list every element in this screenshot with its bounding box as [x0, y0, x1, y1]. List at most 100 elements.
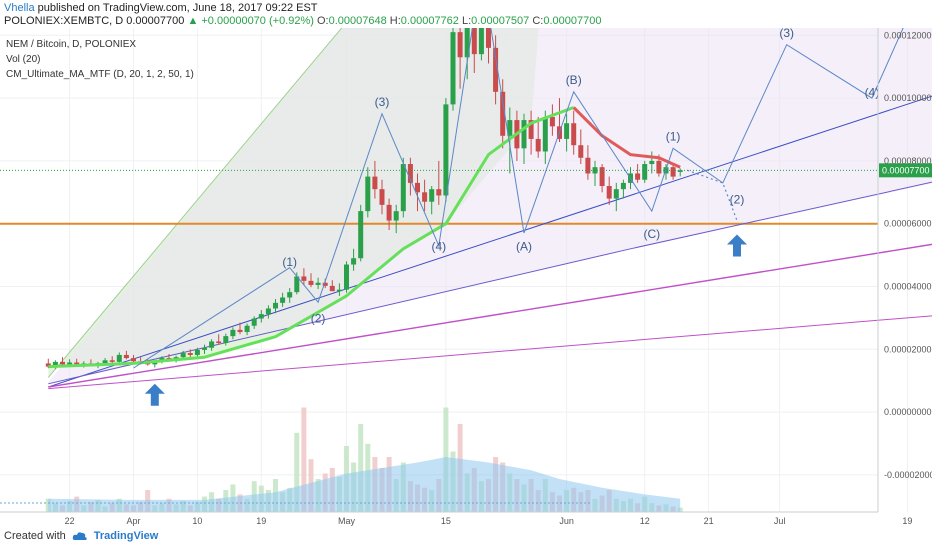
y-tick-label: 0.00004000 — [884, 282, 932, 292]
y-tick-label: 0.00010000 — [884, 93, 932, 103]
candle-body — [549, 116, 555, 127]
candle-body — [102, 360, 108, 364]
candle-body — [336, 289, 342, 292]
candle-body — [443, 104, 449, 196]
wave-label: (1) — [282, 255, 297, 269]
candle-body — [578, 145, 584, 158]
y-tick-label: 0.00006000 — [884, 219, 932, 229]
candle-body — [620, 182, 626, 190]
footer: Created with TradingView — [4, 530, 158, 542]
candle-body — [308, 280, 314, 285]
candle-body — [251, 318, 257, 326]
footer-created-label: Created with — [4, 530, 66, 542]
volume-bar — [301, 407, 307, 512]
candle-body — [273, 302, 278, 309]
candle-body — [187, 353, 193, 355]
candle-body — [52, 361, 58, 367]
x-tick-label: Jul — [774, 516, 786, 526]
footer-brand[interactable]: TradingView — [93, 530, 159, 542]
high-label: H: — [389, 15, 401, 27]
candle-body — [230, 329, 236, 337]
trend-line — [48, 95, 932, 388]
candle-body — [464, 28, 470, 58]
up-arrow-icon — [727, 234, 747, 257]
x-tick-label: 15 — [441, 516, 451, 526]
candle-body — [528, 120, 534, 139]
candle-body — [244, 325, 250, 333]
legend-volume: Vol (20) — [6, 54, 40, 65]
trend-lines — [0, 95, 932, 390]
price-change: ▲ +0.00000070 (+0.92%) — [187, 15, 314, 27]
low-label: L: — [461, 15, 472, 27]
volume-ma-area — [48, 457, 681, 512]
y-tick-label: 0.00008000 — [884, 156, 932, 166]
candle-body — [322, 282, 328, 286]
candle-body — [436, 189, 442, 196]
candle-body — [358, 211, 364, 259]
candle-body — [344, 264, 349, 290]
wave-label: (1) — [666, 129, 681, 143]
candle-body — [379, 189, 385, 205]
candle-body — [45, 363, 51, 367]
open-label: O: — [316, 15, 329, 27]
candle-body — [457, 32, 463, 58]
candle-body — [478, 28, 484, 55]
y-tick-label: 0.00012000 — [884, 30, 932, 40]
candle-body — [194, 349, 200, 355]
x-tick-label: 19 — [256, 516, 266, 526]
x-tick-label: 21 — [704, 516, 714, 526]
candles — [45, 28, 683, 369]
wave-label: (3) — [779, 28, 794, 40]
y-tick-label: 0.00000000 — [884, 407, 932, 417]
candle-body — [109, 360, 115, 362]
axes: 0.000180000.000160000.000140000.00012000… — [0, 28, 932, 526]
candle-body — [422, 192, 428, 202]
candle-body — [400, 164, 406, 212]
x-tick-label: Jun — [559, 516, 574, 526]
candle-body — [223, 336, 229, 344]
candle-body — [294, 276, 300, 293]
candle-body — [500, 91, 506, 136]
publish-line: Vhella published on TradingView.com, Jun… — [4, 2, 318, 14]
candle-body — [535, 138, 541, 152]
candle-body — [209, 341, 215, 348]
pattern-fills — [47, 28, 932, 384]
candle-body — [649, 160, 655, 165]
symbol-info: POLONIEX:XEMBTC, D 0.00007700 — [4, 15, 185, 27]
author-name[interactable]: Vhella — [4, 2, 35, 14]
last-price-badge — [879, 163, 932, 178]
wave-label: (C) — [643, 227, 660, 241]
wave-label: (4) — [865, 86, 880, 100]
legend-title: NEM / Bitcoin, D, POLONIEX — [6, 39, 136, 50]
wave-label: (A) — [516, 239, 532, 253]
trend-line — [48, 181, 932, 385]
wave-label: (3) — [375, 95, 390, 109]
candle-body — [315, 282, 321, 285]
volume-bar — [294, 432, 300, 512]
volume-pane — [0, 407, 683, 512]
cloud-icon — [72, 532, 87, 540]
candle-body — [542, 116, 548, 152]
candle-body — [656, 160, 662, 174]
moving-average — [48, 106, 681, 369]
wave-label: (B) — [566, 73, 582, 87]
candle-body — [486, 28, 491, 48]
x-tick-label: 12 — [640, 516, 650, 526]
candle-body — [415, 182, 420, 193]
candle-body — [493, 47, 499, 92]
candle-body — [60, 361, 65, 365]
price-chart[interactable]: (1)(2)(3)(4)(5)(A)(B)(C)(1)(2)(3)(4)(5) … — [0, 28, 932, 528]
candle-body — [216, 341, 222, 344]
x-tick-label: Apr — [126, 516, 140, 526]
candle-body — [393, 211, 399, 221]
candle-body — [471, 28, 477, 55]
x-tick-label: 10 — [192, 516, 202, 526]
candle-body — [407, 164, 413, 183]
publish-info: published on TradingView.com, June 18, 2… — [34, 2, 318, 14]
candle-body — [152, 361, 158, 365]
candle-body — [301, 276, 307, 281]
candle-body — [265, 308, 271, 315]
candle-body — [180, 353, 186, 358]
candle-body — [372, 176, 378, 190]
candle-body — [670, 167, 676, 177]
